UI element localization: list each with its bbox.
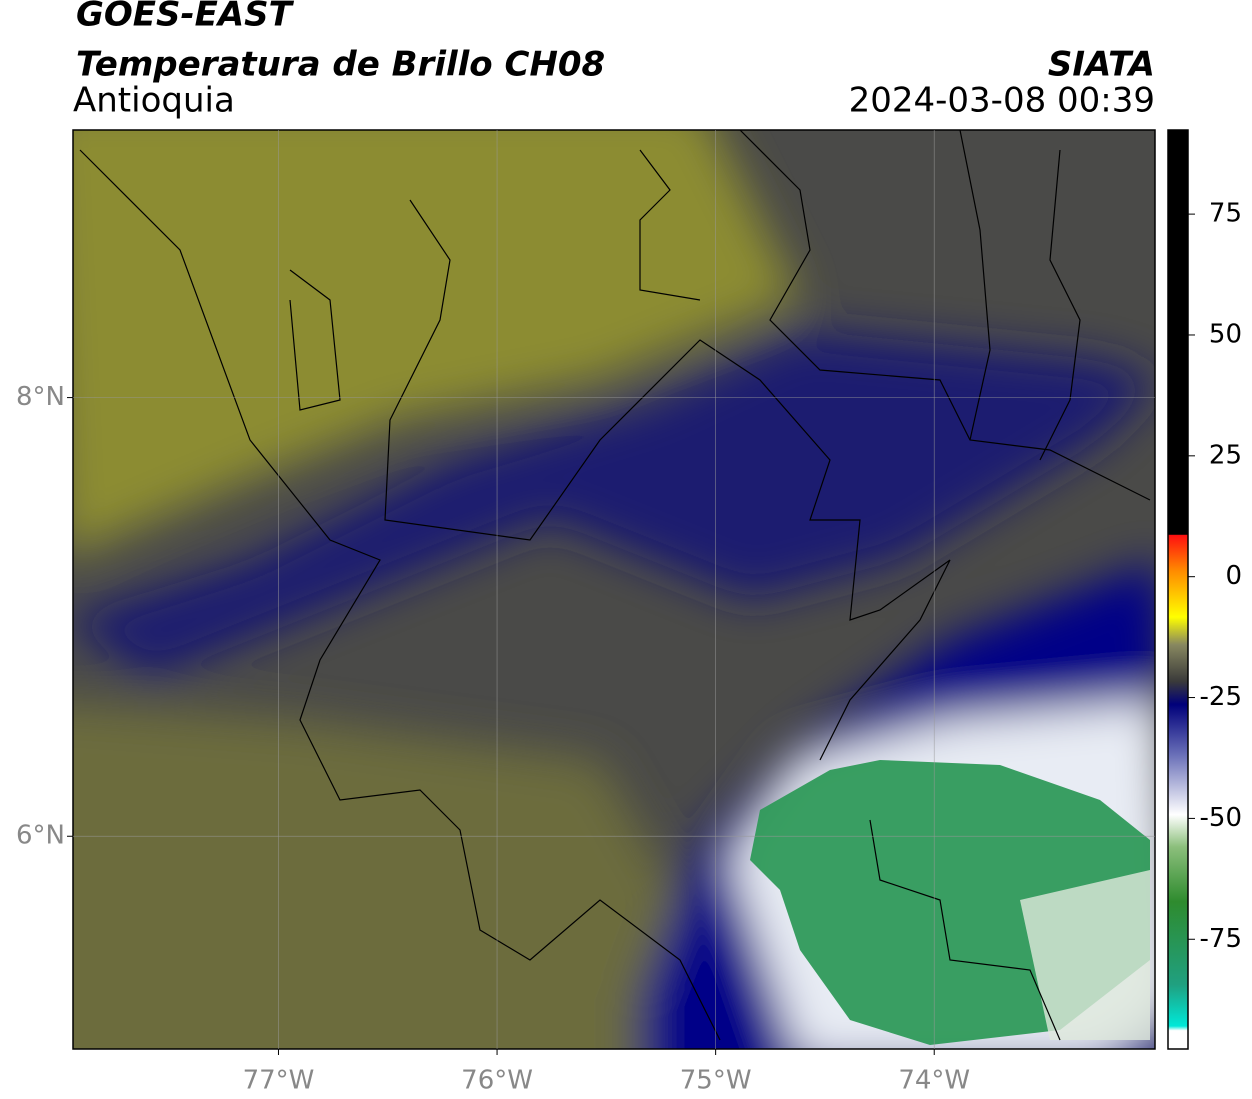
source: SIATA: [1048, 45, 1155, 85]
region: Antioquia: [73, 81, 235, 121]
y-tick-label: 6°N: [16, 821, 65, 851]
colorbar-tick-label: -50: [1200, 803, 1242, 833]
colorbar: [1167, 129, 1189, 1050]
colorbar-tick-label: 0: [1225, 561, 1242, 591]
x-tick-label: 77°W: [243, 1066, 315, 1096]
subtitle: Temperatura de Brillo CH08: [76, 45, 605, 85]
title: GOES-EAST: [76, 0, 295, 35]
x-tick-label: 75°W: [680, 1066, 752, 1096]
map-frame: [72, 129, 1156, 1050]
colorbar-tick-label: -25: [1200, 682, 1242, 712]
colorbar-tick-label: 75: [1209, 199, 1242, 229]
timestamp: 2024-03-08 00:39: [849, 81, 1155, 121]
x-tick-label: 76°W: [461, 1066, 533, 1096]
colorbar-tick-label: 25: [1209, 440, 1242, 470]
colorbar-tick-label: -75: [1200, 924, 1242, 954]
map-image: [73, 130, 1155, 1049]
x-tick-label: 74°W: [898, 1066, 970, 1096]
colorbar-tick-label: 50: [1209, 319, 1242, 349]
y-tick-label: 8°N: [16, 382, 65, 412]
